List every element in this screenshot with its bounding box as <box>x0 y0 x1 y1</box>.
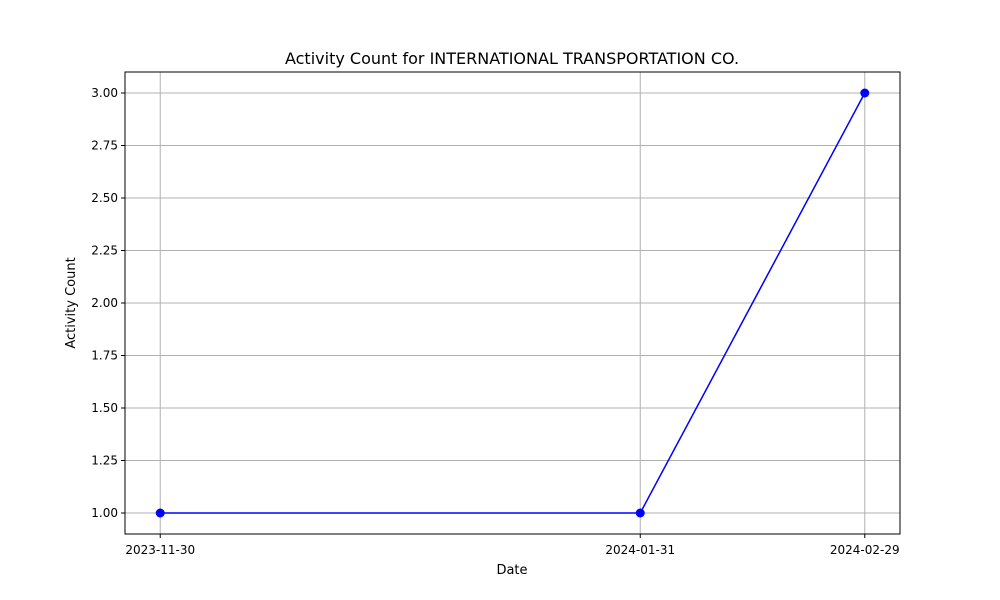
chart-title: Activity Count for INTERNATIONAL TRANSPO… <box>285 49 739 68</box>
x-tick-label: 2023-11-30 <box>125 543 195 557</box>
y-tick-label: 1.00 <box>91 506 118 520</box>
x-axis-ticks: 2023-11-30 2024-01-31 2024-02-29 <box>125 534 900 557</box>
y-tick-label: 2.50 <box>91 191 118 205</box>
y-tick-label: 1.50 <box>91 401 118 415</box>
y-axis-title: Activity Count <box>64 257 79 348</box>
x-axis-title: Date <box>496 563 527 578</box>
x-tick-label: 2024-01-31 <box>605 543 675 557</box>
data-point-marker <box>155 508 165 518</box>
y-tick-label: 2.25 <box>91 244 118 258</box>
y-tick-label: 3.00 <box>91 86 118 100</box>
data-point-marker <box>635 508 645 518</box>
series-layer <box>155 88 870 518</box>
x-tick-label: 2024-02-29 <box>830 543 900 557</box>
y-tick-label: 1.75 <box>91 349 118 363</box>
y-tick-label: 2.75 <box>91 139 118 153</box>
grid-lines <box>125 72 900 534</box>
y-tick-label: 1.25 <box>91 454 118 468</box>
y-axis-ticks: 1.00 1.25 1.50 1.75 2.00 2.25 2.50 2.75 3.00 <box>91 86 125 520</box>
data-point-marker <box>860 88 870 98</box>
y-tick-label: 2.00 <box>91 296 118 310</box>
